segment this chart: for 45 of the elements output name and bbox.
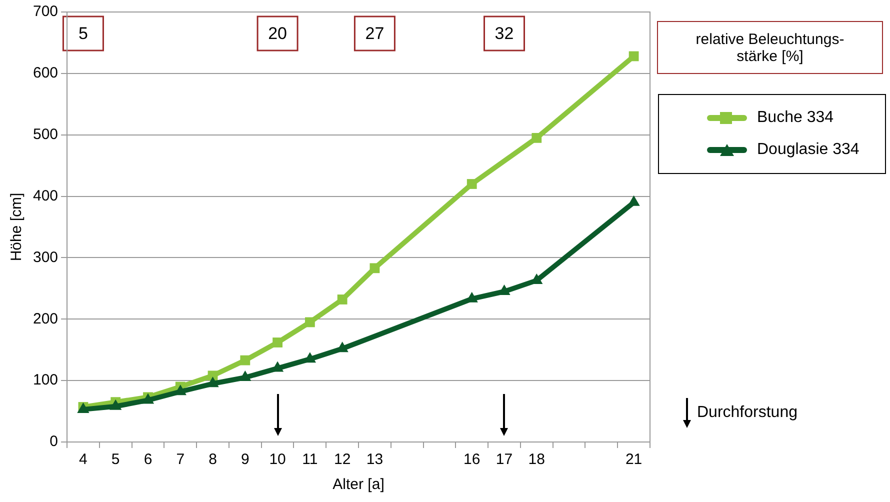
point: [337, 294, 348, 304]
point: [174, 384, 186, 396]
y-tick-label: 700: [32, 3, 58, 20]
point: [628, 51, 639, 62]
annotation: 20: [268, 24, 288, 44]
x-tick-label: 8: [208, 451, 217, 468]
point: [240, 355, 250, 366]
point: [110, 399, 122, 410]
x-tick-label: 4: [79, 451, 88, 468]
x-tick-label: 21: [625, 451, 642, 468]
x-tick-label: 12: [334, 451, 351, 468]
x-tick-label: 11: [302, 451, 318, 468]
annotation: 27: [365, 24, 384, 44]
point: [628, 195, 640, 206]
point: [304, 317, 315, 328]
x-tick-label: 9: [240, 451, 250, 468]
y-tick-label: 300: [32, 248, 58, 266]
x-tick-label: 13: [366, 451, 384, 468]
y-axis-title: Höhe [cm]: [8, 192, 26, 262]
x-tick-label: 7: [176, 451, 185, 468]
point: [532, 132, 542, 143]
legend-label: Douglasie 334: [757, 141, 860, 158]
annotation: 5: [78, 24, 88, 44]
text: relative Beleuchtungs-stärke [%]: [657, 21, 883, 74]
x-tick-label: 17: [496, 451, 513, 468]
annotation: 32: [494, 24, 514, 44]
y-tick-label: 500: [32, 126, 58, 143]
x-tick-label: 18: [528, 451, 545, 468]
y-tick-label: 400: [32, 187, 58, 204]
y-tick-label: 600: [32, 64, 58, 82]
point: [239, 370, 252, 381]
y-tick-label: 200: [32, 310, 58, 328]
point: [206, 376, 219, 388]
y-tick-label: 0: [50, 433, 58, 450]
y-tick-label: 100: [32, 372, 58, 389]
point: [272, 338, 282, 348]
point: [370, 263, 380, 274]
x-tick-label: 5: [111, 451, 120, 468]
legend-label: Buche 334: [757, 109, 834, 126]
x-axis-title: Alter [a]: [332, 476, 384, 494]
text: Durchforstung: [697, 404, 798, 422]
point: [466, 179, 477, 189]
x-tick-label: 10: [269, 451, 286, 468]
x-tick-label: 6: [144, 451, 152, 468]
x-tick-label: 16: [464, 451, 480, 468]
